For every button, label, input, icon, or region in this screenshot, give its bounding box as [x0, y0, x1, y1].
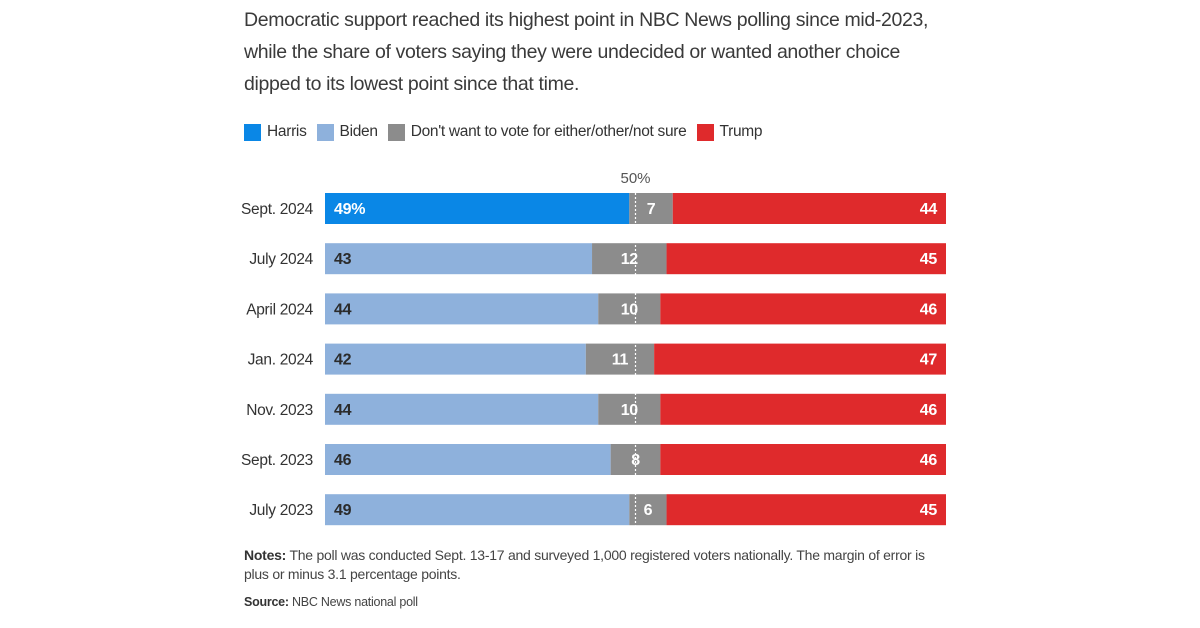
legend-label-trump: Trump: [719, 123, 763, 140]
data-label-democrat: 49: [334, 502, 352, 519]
legend-item-other: Don't want to vote for either/other/not …: [387, 123, 687, 141]
notes-label: Notes:: [244, 547, 287, 563]
bar-segment-trump: [666, 243, 946, 275]
legend-item-harris: Harris: [244, 123, 307, 141]
legend-swatch-trump: [696, 123, 714, 141]
row-label: Jan. 2024: [248, 352, 314, 369]
bar-segment-other: [592, 243, 667, 275]
bar-segment-other: [598, 393, 661, 425]
bar-segment-biden: [325, 393, 599, 425]
legend-label-biden: Biden: [339, 123, 378, 140]
bar-segment-other: [598, 293, 661, 325]
row-label: April 2024: [246, 301, 313, 318]
data-label-democrat: 49%: [334, 201, 365, 218]
reference-line-label: 50%: [620, 170, 650, 187]
legend-swatch-other: [387, 123, 405, 141]
legend-label-other: Don't want to vote for either/other/not …: [410, 123, 687, 140]
source-text: NBC News national poll: [288, 595, 418, 609]
data-label-other: 10: [621, 402, 639, 419]
row-label: Nov. 2023: [246, 402, 313, 419]
bar-segment-harris: [325, 193, 630, 224]
bar-segment-trump: [660, 393, 946, 425]
data-label-democrat: 44: [334, 301, 352, 318]
bar-segment-trump: [666, 494, 946, 526]
bar-segment-trump: [660, 444, 946, 475]
data-label-trump: 44: [920, 201, 938, 218]
chart-source: Source: NBC News national poll: [244, 595, 418, 609]
chart-subtitle: Democratic support reached its highest p…: [244, 9, 929, 95]
bar-segment-biden: [325, 444, 611, 475]
data-label-democrat: 46: [334, 452, 352, 469]
bar-segment-biden: [325, 343, 586, 375]
data-label-trump: 46: [920, 402, 938, 419]
bar-segment-trump: [660, 293, 946, 325]
data-label-democrat: 42: [334, 352, 352, 369]
source-label: Source:: [244, 595, 289, 609]
row-label: Sept. 2023: [241, 452, 313, 469]
legend-swatch-biden: [316, 123, 334, 141]
data-label-trump: 45: [920, 251, 938, 268]
legend-item-biden: Biden: [316, 123, 378, 141]
data-label-other: 12: [621, 251, 639, 268]
data-label-other: 7: [647, 201, 656, 218]
data-label-democrat: 43: [334, 251, 352, 268]
bar-segment-trump: [654, 343, 946, 375]
data-label-trump: 46: [920, 452, 938, 469]
bar-segment-biden: [325, 494, 630, 526]
data-label-other: 11: [612, 352, 629, 369]
bar-segment-other: [629, 193, 673, 224]
bar-segment-biden: [325, 293, 599, 325]
row-label: July 2024: [249, 251, 313, 268]
notes-text: The poll was conducted Sept. 13-17 and s…: [244, 547, 925, 582]
bar-segment-trump: [672, 193, 946, 224]
legend-swatch-harris: [244, 123, 261, 141]
bar-segment-biden: [325, 243, 593, 275]
chart-notes: Notes: The poll was conducted Sept. 13-1…: [244, 546, 944, 584]
data-label-other: 8: [631, 452, 640, 469]
bar-segment-other: [585, 343, 655, 375]
data-label-trump: 47: [920, 352, 938, 369]
row-label: Sept. 2024: [241, 201, 314, 218]
row-label: July 2023: [249, 502, 313, 519]
data-label-other: 6: [644, 502, 653, 519]
data-label-other: 10: [621, 301, 639, 318]
legend-item-trump: Trump: [696, 123, 763, 141]
data-label-democrat: 44: [334, 402, 352, 419]
data-label-trump: 46: [920, 301, 938, 318]
legend: Harris Biden Don't want to vote for eith…: [244, 121, 772, 143]
legend-label-harris: Harris: [267, 123, 307, 140]
data-label-trump: 45: [920, 502, 938, 519]
